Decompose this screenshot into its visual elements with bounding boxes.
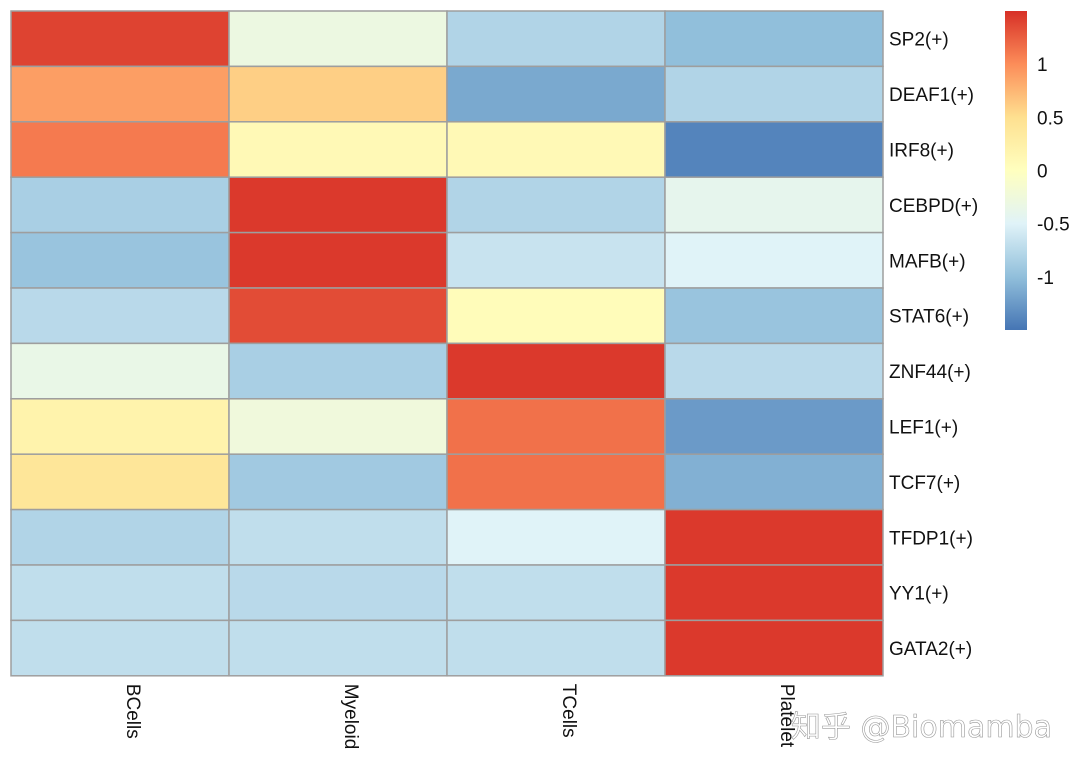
heatmap-cell	[447, 233, 665, 288]
heatmap-cell	[665, 177, 883, 232]
heatmap-cell	[229, 343, 447, 398]
heatmap-cell	[11, 454, 229, 509]
heatmap-cell	[665, 122, 883, 177]
column-label: BCells	[122, 684, 143, 739]
heatmap-cell	[229, 565, 447, 620]
heatmap-cell	[11, 399, 229, 454]
legend-colorbar	[1005, 11, 1027, 330]
heatmap-cell	[447, 343, 665, 398]
heatmap-cell	[229, 11, 447, 66]
heatmap-cell	[229, 620, 447, 675]
row-label: TFDP1(+)	[889, 528, 973, 549]
legend-tick-label: -0.5	[1037, 215, 1070, 236]
heatmap-cell	[11, 510, 229, 565]
watermark-text: 知乎 @Biomamba	[791, 710, 1052, 745]
heatmap-cell	[229, 510, 447, 565]
heatmap-cell	[447, 122, 665, 177]
heatmap-cell	[229, 233, 447, 288]
column-labels: BCells Myeloid TCells Platelet	[122, 684, 797, 749]
row-label: SP2(+)	[889, 30, 949, 51]
row-label: MAFB(+)	[889, 251, 966, 272]
heatmap-cell	[11, 66, 229, 121]
heatmap-cell	[447, 454, 665, 509]
heatmap-cell	[11, 11, 229, 66]
heatmap-cell	[229, 122, 447, 177]
row-label: ZNF44(+)	[889, 362, 971, 383]
heatmap-cell	[665, 454, 883, 509]
heatmap-cell	[11, 288, 229, 343]
heatmap-cell	[229, 177, 447, 232]
heatmap-cell	[447, 565, 665, 620]
heatmap-cell	[229, 288, 447, 343]
heatmap-cell	[229, 66, 447, 121]
row-label: GATA2(+)	[889, 639, 972, 660]
legend-tick-label: 1	[1037, 55, 1048, 76]
heatmap-cell	[665, 288, 883, 343]
row-label: TCF7(+)	[889, 473, 960, 494]
heatmap-cell	[665, 620, 883, 675]
heatmap-cell	[11, 122, 229, 177]
heatmap-cell	[665, 565, 883, 620]
heatmap-cell	[11, 620, 229, 675]
heatmap-figure: SP2(+) DEAF1(+) IRF8(+) CEBPD(+) MAFB(+) STAT…	[0, 0, 1080, 771]
heatmap-cell	[665, 343, 883, 398]
heatmap-cell	[665, 11, 883, 66]
heatmap-cell	[665, 66, 883, 121]
legend-tick-label: 0	[1037, 162, 1048, 183]
legend-ticks: 1 0.5 0 -0.5 -1	[1037, 55, 1070, 289]
heatmap-cell	[11, 177, 229, 232]
row-labels: SP2(+) DEAF1(+) IRF8(+) CEBPD(+) MAFB(+) STAT…	[889, 30, 978, 660]
heatmap-cell	[665, 510, 883, 565]
row-label: CEBPD(+)	[889, 196, 978, 217]
heatmap-cell	[665, 233, 883, 288]
heatmap-cells	[11, 11, 883, 676]
heatmap-cell	[447, 11, 665, 66]
heatmap-cell	[447, 510, 665, 565]
heatmap-cell	[11, 565, 229, 620]
heatmap-cell	[229, 454, 447, 509]
row-label: STAT6(+)	[889, 307, 969, 328]
heatmap-cell	[11, 343, 229, 398]
heatmap-cell	[447, 288, 665, 343]
row-label: LEF1(+)	[889, 418, 958, 439]
heatmap-cell	[447, 399, 665, 454]
column-label: Myeloid	[340, 684, 361, 749]
column-label: TCells	[558, 684, 579, 738]
heatmap-cell	[447, 66, 665, 121]
heatmap-cell	[11, 233, 229, 288]
heatmap-cell	[447, 177, 665, 232]
heatmap-cell	[229, 399, 447, 454]
legend-tick-label: 0.5	[1037, 108, 1063, 129]
row-label: YY1(+)	[889, 584, 949, 605]
heatmap-cell	[665, 399, 883, 454]
color-legend: 1 0.5 0 -0.5 -1	[1005, 11, 1070, 330]
row-label: DEAF1(+)	[889, 85, 974, 106]
legend-tick-label: -1	[1037, 268, 1054, 289]
heatmap-cell	[447, 620, 665, 675]
row-label: IRF8(+)	[889, 141, 954, 162]
